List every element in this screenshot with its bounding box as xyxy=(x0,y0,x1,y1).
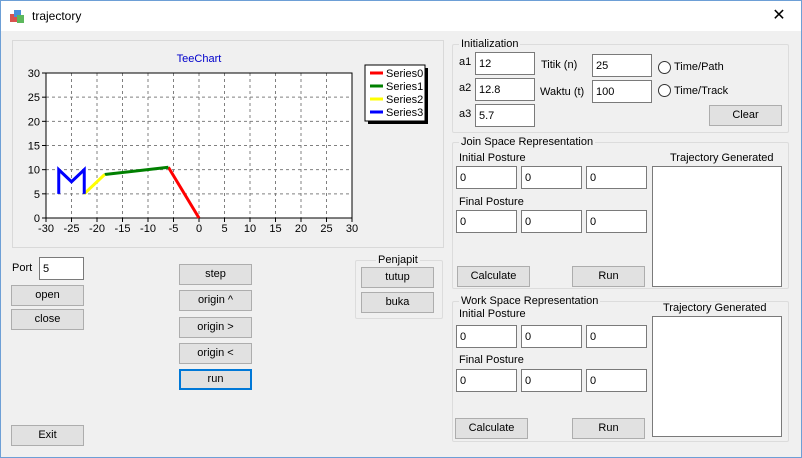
join-trajectory-label: Trajectory Generated xyxy=(670,152,774,164)
penjapit-group: Penjapit xyxy=(355,254,443,319)
x-tick-label: -25 xyxy=(64,223,80,235)
work-initial-3-input[interactable] xyxy=(586,325,647,348)
open-button[interactable]: open xyxy=(11,285,84,306)
join-initial-3-input[interactable] xyxy=(586,166,647,189)
join-initial-2-input[interactable] xyxy=(521,166,582,189)
work-trajectory-memo[interactable] xyxy=(652,316,782,437)
x-tick-label: 30 xyxy=(346,223,358,235)
a1-input[interactable] xyxy=(475,52,535,75)
time-track-radio[interactable] xyxy=(658,84,671,97)
work-final-2-input[interactable] xyxy=(521,369,582,392)
time-track-label[interactable]: Time/Track xyxy=(674,85,729,97)
y-tick-label: 5 xyxy=(34,189,40,201)
join-final-2-input[interactable] xyxy=(521,210,582,233)
join-final-3-input[interactable] xyxy=(586,210,647,233)
close-window-icon[interactable]: ✕ xyxy=(772,7,786,24)
y-tick-label: 15 xyxy=(28,141,40,153)
time-path-radio[interactable] xyxy=(658,61,671,74)
series-line-3 xyxy=(57,166,86,194)
work-run-button[interactable]: Run xyxy=(572,418,645,439)
y-tick-label: 10 xyxy=(28,165,40,177)
legend-label-2: Series2 xyxy=(386,94,423,106)
legend-label-0: Series0 xyxy=(386,68,423,80)
legend-label-1: Series1 xyxy=(386,81,423,93)
app-icon xyxy=(10,10,24,23)
work-final-1-input[interactable] xyxy=(456,369,517,392)
trajectory-chart: TeeChart -30 -25 -20 -15 -10 -5 0 5 10 15 20 25 30 0 5 1… xyxy=(28,53,428,235)
chart-title: TeeChart xyxy=(177,53,222,65)
legend-label-3: Series3 xyxy=(386,107,423,119)
buka-button[interactable]: buka xyxy=(361,292,434,313)
a2-label: a2 xyxy=(459,82,472,94)
run-button[interactable]: run xyxy=(179,369,252,390)
origin-left-button[interactable]: origin < xyxy=(179,343,252,364)
work-initial-label: Initial Posture xyxy=(459,308,526,320)
x-tick-label: 5 xyxy=(221,223,227,235)
y-tick-label: 20 xyxy=(28,116,40,128)
work-initial-2-input[interactable] xyxy=(521,325,582,348)
clear-button[interactable]: Clear xyxy=(709,105,782,126)
work-calculate-button[interactable]: Calculate xyxy=(455,418,528,439)
join-initial-label: Initial Posture xyxy=(459,152,526,164)
x-tick-label: 0 xyxy=(196,223,202,235)
join-initial-1-input[interactable] xyxy=(456,166,517,189)
work-space-group: Work Space Representation xyxy=(452,295,789,442)
join-trajectory-memo[interactable] xyxy=(652,166,782,287)
x-tick-label: 15 xyxy=(269,223,281,235)
x-tick-label: -15 xyxy=(115,223,131,235)
x-tick-label: 10 xyxy=(244,223,256,235)
chart-panel xyxy=(12,40,444,248)
waktu-input[interactable] xyxy=(592,80,652,103)
step-button[interactable]: step xyxy=(179,264,252,285)
work-trajectory-label: Trajectory Generated xyxy=(663,302,767,314)
y-tick-label: 0 xyxy=(34,213,40,225)
title-bar[interactable]: trajectory ✕ xyxy=(1,1,801,31)
join-final-label: Final Posture xyxy=(459,196,524,208)
join-calculate-button[interactable]: Calculate xyxy=(457,266,530,287)
join-final-1-input[interactable] xyxy=(456,210,517,233)
a3-label: a3 xyxy=(459,108,472,120)
work-initial-1-input[interactable] xyxy=(456,325,517,348)
x-tick-label: 25 xyxy=(320,223,332,235)
port-input[interactable] xyxy=(39,257,84,280)
port-label: Port xyxy=(12,262,33,274)
join-space-group: Join Space Representation xyxy=(452,136,789,289)
initialization-group: Initialization xyxy=(452,38,789,133)
work-final-3-input[interactable] xyxy=(586,369,647,392)
x-tick-label: -30 xyxy=(38,223,54,235)
x-tick-label: -10 xyxy=(140,223,156,235)
close-button[interactable]: close xyxy=(11,309,84,330)
series-line-0 xyxy=(167,166,201,219)
series-line-1 xyxy=(104,165,169,176)
origin-right-button[interactable]: origin > xyxy=(179,317,252,338)
exit-button[interactable]: Exit xyxy=(11,425,84,446)
initialization-title: Initialization xyxy=(459,38,521,50)
time-path-label[interactable]: Time/Path xyxy=(674,61,724,73)
window-title: trajectory xyxy=(32,9,82,23)
a2-input[interactable] xyxy=(475,78,535,101)
work-space-title: Work Space Representation xyxy=(459,295,601,307)
join-run-button[interactable]: Run xyxy=(572,266,645,287)
origin-up-button[interactable]: origin ^ xyxy=(179,290,252,311)
titik-input[interactable] xyxy=(592,54,652,77)
join-space-title: Join Space Representation xyxy=(459,136,596,148)
tutup-button[interactable]: tutup xyxy=(361,267,434,288)
a3-input[interactable] xyxy=(475,104,535,127)
x-tick-label: 20 xyxy=(295,223,307,235)
waktu-label: Waktu (t) xyxy=(540,86,585,98)
series-line-2 xyxy=(83,173,106,195)
titik-label: Titik (n) xyxy=(541,59,578,71)
x-tick-label: -5 xyxy=(169,223,179,235)
y-tick-label: 30 xyxy=(28,68,40,80)
a1-label: a1 xyxy=(459,56,472,68)
y-tick-label: 25 xyxy=(28,92,40,104)
work-final-label: Final Posture xyxy=(459,354,524,366)
x-tick-label: -20 xyxy=(89,223,105,235)
penjapit-title: Penjapit xyxy=(376,254,420,266)
